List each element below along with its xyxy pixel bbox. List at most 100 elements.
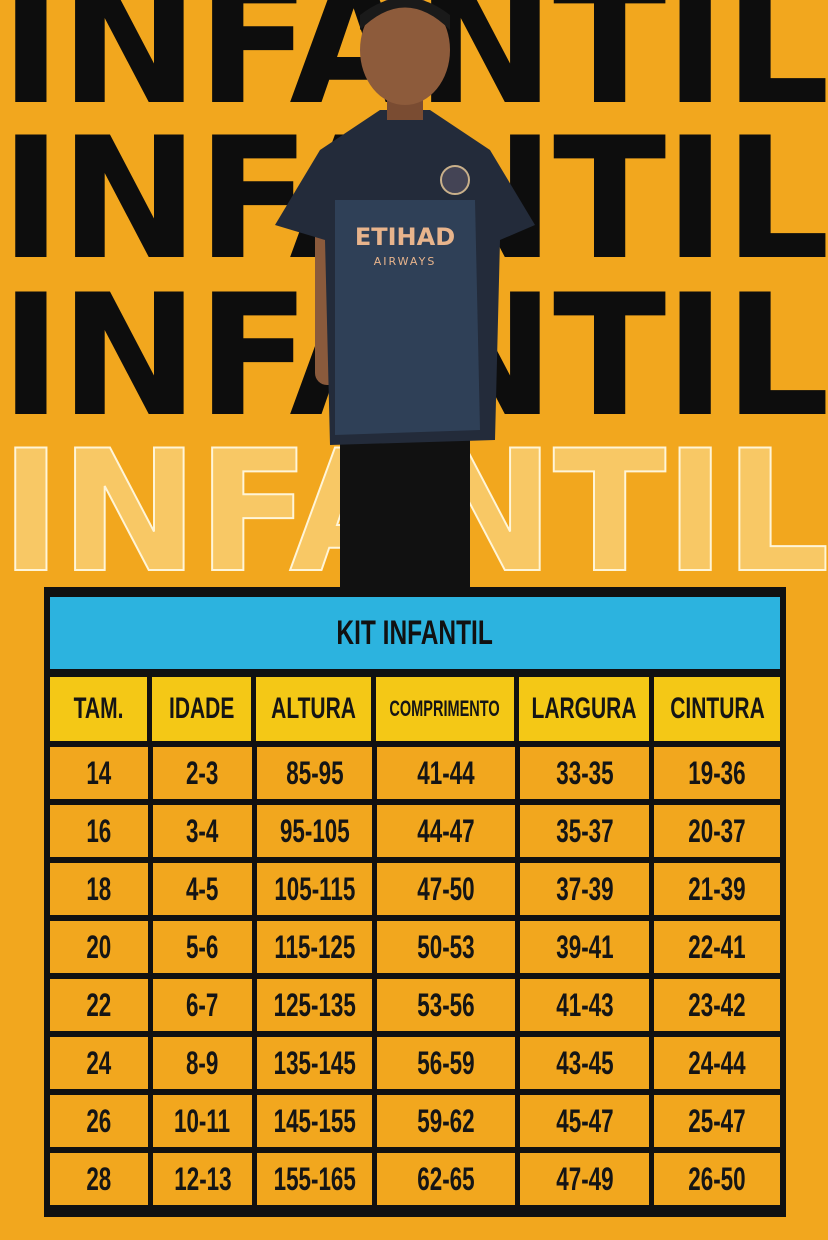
cell-value: 125-135 [273, 986, 356, 1023]
cell-value: 5-6 [186, 928, 219, 965]
column-header-label: TAM. [73, 692, 124, 725]
table-cell: 12-13 [152, 1153, 253, 1205]
cell-value: 59-62 [417, 1102, 475, 1139]
head [360, 0, 450, 105]
table-cell: 6-7 [152, 979, 253, 1031]
shirt-sponsor-sub: AIRWAYS [374, 255, 437, 268]
table-cell: 24 [50, 1037, 148, 1089]
cell-value: 3-4 [186, 812, 219, 849]
table-cell: 85-95 [257, 747, 373, 799]
table-cell: 24-44 [654, 1037, 780, 1089]
table-cell: 18 [50, 863, 148, 915]
cell-value: 20 [86, 928, 112, 965]
cell-value: 26 [86, 1102, 112, 1139]
table-cell: 155-165 [257, 1153, 373, 1205]
table-cell: 47-49 [519, 1153, 650, 1205]
column-header: COMPRIMENTO [376, 677, 514, 741]
header-row: TAM. IDADE ALTURA COMPRIMENTO LARGURA CINTURA [50, 677, 780, 741]
cell-value: 19-36 [688, 754, 746, 791]
table-cell: 95-105 [257, 805, 373, 857]
table-cell: 35-37 [519, 805, 650, 857]
table-cell: 26-50 [654, 1153, 780, 1205]
cell-value: 8-9 [186, 1044, 219, 1081]
cell-value: 35-37 [555, 812, 614, 849]
table-cell: 41-44 [377, 747, 515, 799]
column-header: ALTURA [256, 677, 371, 741]
column-header-label: CINTURA [669, 692, 765, 725]
cell-value: 4-5 [186, 870, 219, 907]
cell-value: 135-145 [273, 1044, 356, 1081]
cell-value: 95-105 [279, 812, 350, 849]
shorts [340, 440, 470, 590]
cell-value: 105-115 [274, 870, 356, 907]
cell-value: 45-47 [555, 1102, 614, 1139]
cell-value: 44-47 [417, 812, 475, 849]
column-header-label: COMPRIMENTO [389, 696, 501, 721]
table-cell: 23-42 [654, 979, 780, 1031]
table-row: 24 8-9 135-145 56-59 43-45 24-44 [50, 1037, 780, 1089]
cell-value: 16 [86, 812, 112, 849]
cell-value: 12-13 [173, 1160, 232, 1197]
table-cell: 39-41 [519, 921, 650, 973]
table-cell: 145-155 [257, 1095, 373, 1147]
cell-value: 115-125 [274, 928, 356, 965]
cell-value: 22 [86, 986, 112, 1023]
cell-value: 2-3 [186, 754, 219, 791]
table-cell: 37-39 [519, 863, 650, 915]
cell-value: 43-45 [555, 1044, 614, 1081]
cell-value: 24-44 [688, 1044, 746, 1081]
child-model-photo: ETIHAD AIRWAYS [275, 0, 535, 590]
table-row: 26 10-11 145-155 59-62 45-47 25-47 [50, 1095, 780, 1147]
cell-value: 33-35 [555, 754, 614, 791]
column-header: IDADE [152, 677, 251, 741]
table-cell: 135-145 [257, 1037, 373, 1089]
cell-value: 37-39 [555, 870, 614, 907]
size-chart-table: KIT INFANTIL TAM. IDADE ALTURA COMPRIMENTO L… [44, 587, 786, 1217]
cell-value: 25-47 [688, 1102, 746, 1139]
cell-value: 47-50 [417, 870, 475, 907]
table-cell: 10-11 [152, 1095, 253, 1147]
table-cell: 2-3 [152, 747, 253, 799]
cell-value: 26-50 [688, 1160, 746, 1197]
table-cell: 56-59 [377, 1037, 515, 1089]
table-cell: 22 [50, 979, 148, 1031]
table-cell: 47-50 [377, 863, 515, 915]
cell-value: 23-42 [688, 986, 746, 1023]
column-header: LARGURA [519, 677, 649, 741]
table-cell: 4-5 [152, 863, 253, 915]
cell-value: 41-43 [555, 986, 614, 1023]
table-cell: 21-39 [654, 863, 780, 915]
table-row: 22 6-7 125-135 53-56 41-43 23-42 [50, 979, 780, 1031]
cell-value: 10-11 [174, 1102, 231, 1139]
table-cell: 20-37 [654, 805, 780, 857]
table-cell: 5-6 [152, 921, 253, 973]
table-cell: 43-45 [519, 1037, 650, 1089]
table-cell: 19-36 [654, 747, 780, 799]
table-cell: 115-125 [257, 921, 373, 973]
table-cell: 14 [50, 747, 148, 799]
cell-value: 41-44 [417, 754, 475, 791]
table-cell: 44-47 [377, 805, 515, 857]
cell-value: 22-41 [688, 928, 746, 965]
table-cell: 105-115 [257, 863, 373, 915]
cell-value: 18 [86, 870, 112, 907]
table-row: 18 4-5 105-115 47-50 37-39 21-39 [50, 863, 780, 915]
table-cell: 20 [50, 921, 148, 973]
cell-value: 155-165 [273, 1160, 356, 1197]
table-cell: 3-4 [152, 805, 253, 857]
cell-value: 47-49 [555, 1160, 614, 1197]
table-cell: 22-41 [654, 921, 780, 973]
table-cell: 53-56 [377, 979, 515, 1031]
table-cell: 125-135 [257, 979, 373, 1031]
table-cell: 25-47 [654, 1095, 780, 1147]
cell-value: 21-39 [688, 870, 746, 907]
cell-value: 145-155 [273, 1102, 356, 1139]
shirt-sponsor-logo: ETIHAD [355, 223, 455, 251]
column-header-label: IDADE [168, 692, 235, 725]
table-cell: 28 [50, 1153, 148, 1205]
cell-value: 24 [86, 1044, 112, 1081]
table-cell: 62-65 [377, 1153, 515, 1205]
table-cell: 26 [50, 1095, 148, 1147]
table-cell: 8-9 [152, 1037, 253, 1089]
cell-value: 62-65 [417, 1160, 475, 1197]
